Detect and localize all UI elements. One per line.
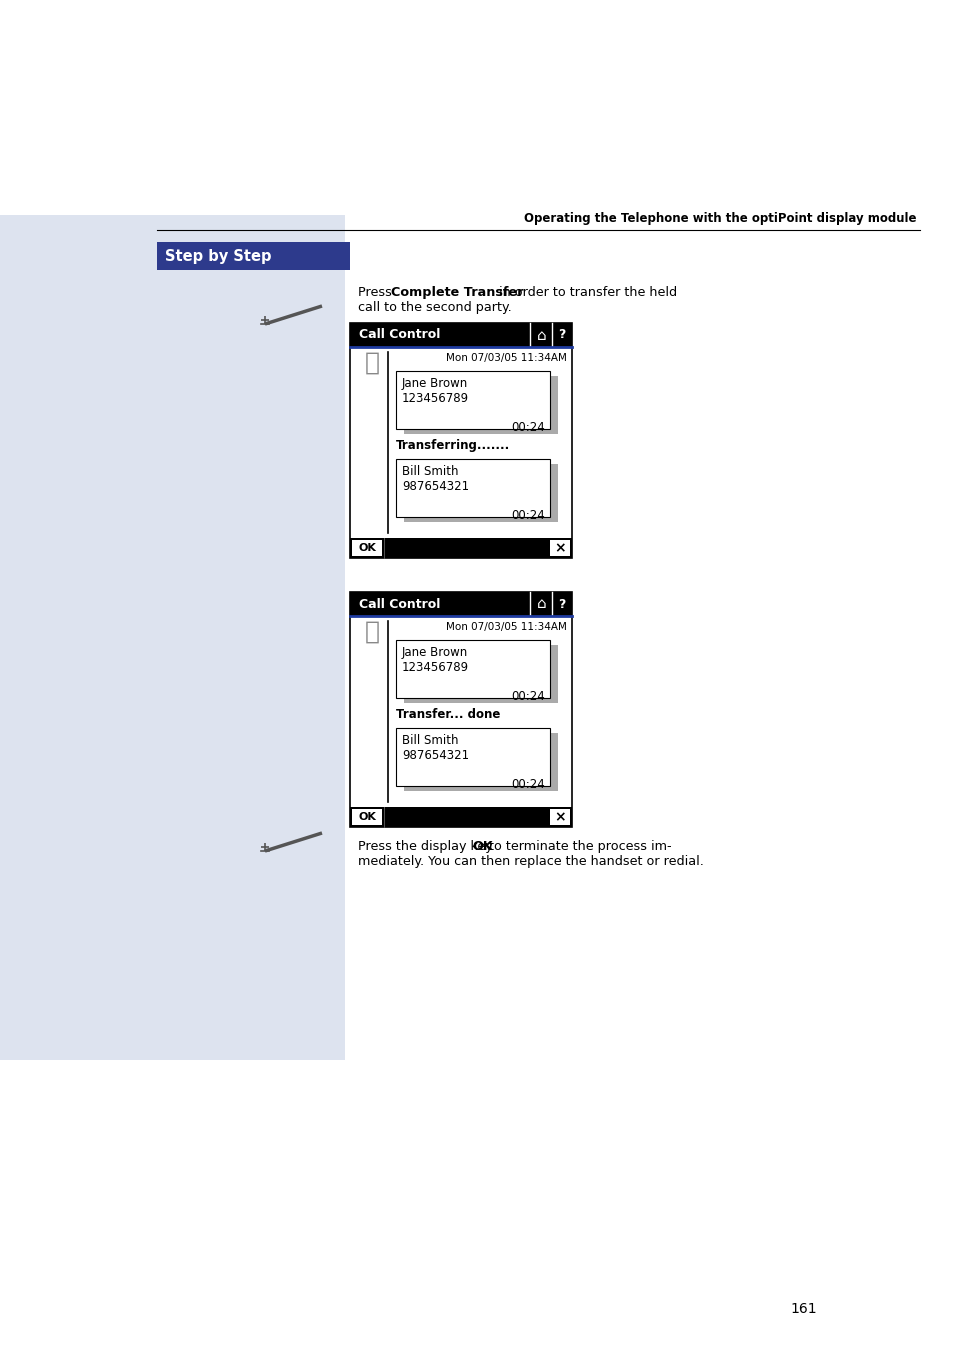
- Bar: [350, 323, 572, 347]
- Text: ×: ×: [554, 811, 565, 824]
- Text: 987654321: 987654321: [401, 480, 469, 493]
- Text: call to the second party.: call to the second party.: [357, 301, 511, 313]
- Text: 00:24: 00:24: [511, 422, 544, 434]
- Bar: [350, 592, 572, 827]
- Text: OK: OK: [357, 812, 375, 821]
- Text: ⌂: ⌂: [537, 597, 546, 612]
- Text: Mon 07/03/05 11:34AM: Mon 07/03/05 11:34AM: [446, 621, 566, 632]
- Text: Press: Press: [357, 286, 395, 299]
- Text: Bill Smith: Bill Smith: [401, 734, 458, 747]
- Text: 00:24: 00:24: [511, 509, 544, 521]
- Text: 123456789: 123456789: [401, 661, 469, 674]
- Bar: [352, 809, 381, 825]
- Text: ×: ×: [554, 540, 565, 555]
- Text: Complete Transfer: Complete Transfer: [391, 286, 523, 299]
- Bar: [395, 459, 550, 517]
- Bar: [403, 644, 558, 703]
- Bar: [0, 215, 345, 1061]
- Text: 00:24: 00:24: [511, 690, 544, 703]
- Bar: [403, 376, 558, 434]
- Text: ⌂: ⌂: [537, 327, 546, 343]
- Text: Call Control: Call Control: [358, 328, 440, 342]
- Text: Operating the Telephone with the optiPoint display module: Operating the Telephone with the optiPoi…: [524, 212, 916, 226]
- Bar: [550, 809, 569, 825]
- Text: to terminate the process im-: to terminate the process im-: [484, 840, 671, 852]
- Bar: [157, 242, 350, 270]
- Text: Press the display key: Press the display key: [357, 840, 497, 852]
- Text: Transferring.......: Transferring.......: [395, 439, 510, 453]
- Text: 📞: 📞: [364, 351, 379, 376]
- Bar: [403, 734, 558, 790]
- Bar: [352, 540, 381, 557]
- Text: Step by Step: Step by Step: [165, 249, 272, 263]
- Text: mediately. You can then replace the handset or redial.: mediately. You can then replace the hand…: [357, 855, 703, 867]
- Bar: [395, 372, 550, 430]
- Text: Transfer... done: Transfer... done: [395, 708, 500, 721]
- Text: 161: 161: [789, 1302, 816, 1316]
- Text: OK: OK: [472, 840, 493, 852]
- Bar: [550, 540, 569, 557]
- Text: 📞: 📞: [364, 620, 379, 644]
- Bar: [403, 463, 558, 521]
- Bar: [395, 640, 550, 698]
- Text: 987654321: 987654321: [401, 748, 469, 762]
- Bar: [350, 538, 572, 558]
- Text: Call Control: Call Control: [358, 597, 440, 611]
- Text: 123456789: 123456789: [401, 392, 469, 405]
- Text: ?: ?: [558, 597, 565, 611]
- Bar: [350, 807, 572, 827]
- Bar: [350, 323, 572, 558]
- Bar: [395, 728, 550, 786]
- Text: 00:24: 00:24: [511, 778, 544, 790]
- Text: Bill Smith: Bill Smith: [401, 465, 458, 478]
- Text: in order to transfer the held: in order to transfer the held: [495, 286, 676, 299]
- Text: Jane Brown: Jane Brown: [401, 646, 468, 659]
- Text: OK: OK: [357, 543, 375, 553]
- Bar: [350, 592, 572, 616]
- Text: ?: ?: [558, 328, 565, 342]
- Text: Mon 07/03/05 11:34AM: Mon 07/03/05 11:34AM: [446, 353, 566, 363]
- Text: Jane Brown: Jane Brown: [401, 377, 468, 390]
